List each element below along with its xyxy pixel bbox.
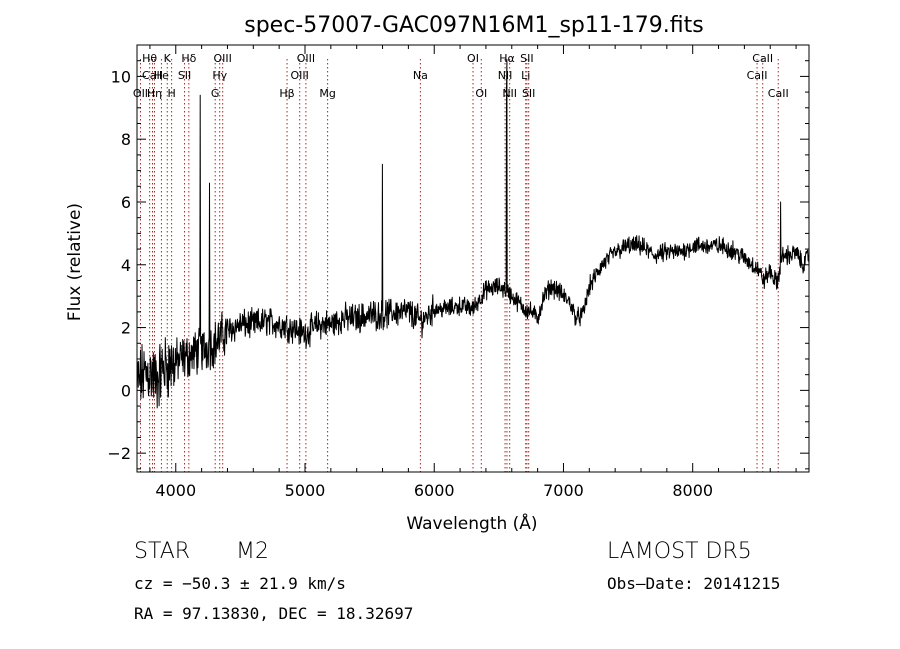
x-axis-ticks: 4000 5000 6000 7000 8000 xyxy=(149,45,797,500)
line-label: SII xyxy=(522,87,535,100)
line-label: Li xyxy=(521,69,530,82)
x-tick-label: 4000 xyxy=(155,481,196,500)
obs-date: Obs–Date: 20141215 xyxy=(607,574,781,593)
y-axis-ticks: −2 0 2 4 6 8 10 xyxy=(107,60,809,470)
line-label: NII xyxy=(498,69,513,82)
y-tick-label: 10 xyxy=(111,67,131,86)
y-tick-label: 2 xyxy=(121,319,131,338)
x-axis-label: Wavelength (Å) xyxy=(406,512,537,534)
x-tick-label: 8000 xyxy=(672,481,713,500)
x-tick-label: 7000 xyxy=(543,481,584,500)
line-label: Hβ xyxy=(279,87,294,100)
line-label: CaII xyxy=(142,69,163,82)
y-tick-label: 4 xyxy=(121,256,131,275)
y-tick-label: 8 xyxy=(121,130,131,149)
line-label: NII xyxy=(502,87,517,100)
y-tick-label: −2 xyxy=(107,444,131,463)
spectrum-line xyxy=(136,60,810,409)
line-label: OIII xyxy=(291,69,309,82)
line-label: OI xyxy=(467,52,479,65)
y-tick-label: 6 xyxy=(121,193,131,212)
line-label: Mg xyxy=(319,87,335,100)
line-label: OII xyxy=(133,87,148,100)
line-label: OIII xyxy=(297,52,315,65)
line-label: SII xyxy=(520,52,533,65)
y-axis-label: Flux (relative) xyxy=(65,203,85,321)
line-label: K xyxy=(164,52,172,65)
line-markers xyxy=(139,59,779,472)
line-label: G xyxy=(211,87,220,100)
line-label: CaII xyxy=(752,52,773,65)
line-label: OI xyxy=(475,87,487,100)
line-label: Hδ xyxy=(181,52,196,65)
survey-name: LAMOST DR5 xyxy=(607,539,752,564)
line-label: H xyxy=(167,87,175,100)
line-label: CaII xyxy=(747,69,768,82)
line-label: He xyxy=(154,69,169,82)
y-tick-label: 0 xyxy=(121,381,131,400)
chart-title: spec-57007-GAC097N16M1_sp11-179.fits xyxy=(244,13,704,38)
line-label: Na xyxy=(413,69,428,82)
coordinates: RA = 97.13830, DEC = 18.32697 xyxy=(134,604,414,623)
x-tick-label: 6000 xyxy=(414,481,455,500)
subclass: M2 xyxy=(236,539,269,564)
line-label: Hα xyxy=(499,52,515,65)
redshift-readout: cz = −50.3 ± 21.9 km/s xyxy=(134,574,346,593)
line-label: OIII xyxy=(213,52,231,65)
line-label: SII xyxy=(178,69,191,82)
plot-frame xyxy=(136,44,810,473)
line-label: Hη xyxy=(147,87,162,100)
x-tick-label: 5000 xyxy=(285,481,326,500)
object-class: STAR xyxy=(134,539,191,564)
line-label: Hθ xyxy=(142,52,157,65)
line-label: Hγ xyxy=(212,69,227,82)
line-label: CaII xyxy=(768,87,789,100)
spectrum-layer xyxy=(136,60,810,409)
